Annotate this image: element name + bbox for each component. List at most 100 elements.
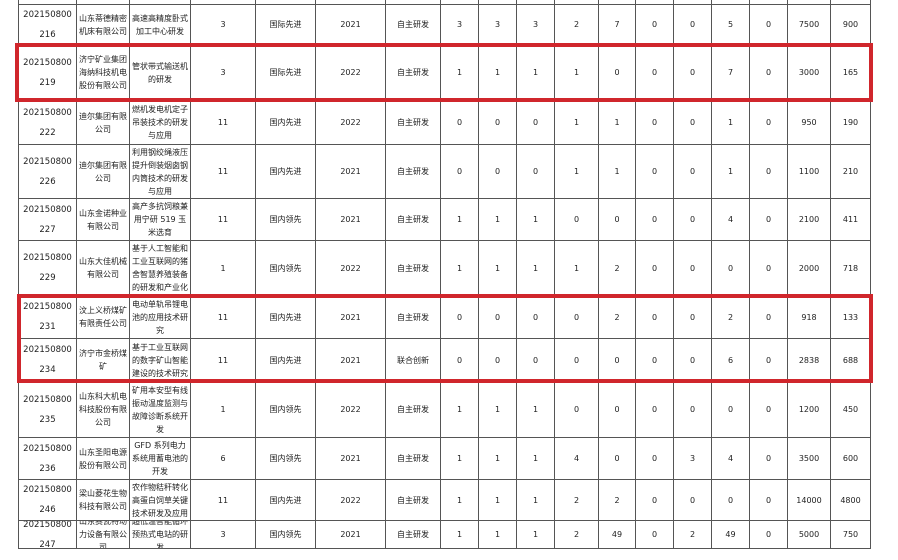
cell-value-5-text: 0 — [614, 355, 620, 365]
cell-method-text: 自主研发 — [397, 20, 429, 29]
cell-value-3-text: 1 — [532, 405, 539, 414]
cell-method-text: 自主研发 — [397, 263, 429, 273]
cell-value-5: 0 — [598, 198, 636, 241]
cell-value-2-text: 1 — [494, 215, 501, 224]
cell-value-4: 1 — [554, 240, 599, 296]
cell-level-text: 国际先进 — [269, 20, 302, 29]
cell-value-5: 2 — [598, 240, 636, 296]
cell-id: 202150800 234 — [18, 338, 77, 382]
cell-id: 202150800 222 — [18, 100, 77, 145]
cell-amount-a: 2000 — [787, 240, 831, 296]
cell-project-text: 基于工业互联网的数字矿山智能建设的技术研究 — [132, 342, 188, 378]
cell-level: 国内领先 — [255, 520, 316, 549]
cell-value-4-text: 2 — [573, 495, 580, 505]
cell-year: 2021 — [315, 198, 386, 241]
cell-count: 11 — [190, 100, 256, 145]
cell-amount-a: 5000 — [787, 520, 831, 549]
cell-year: 2021 — [315, 338, 386, 382]
cell-value-6: 0 — [635, 100, 674, 145]
cell-year: 2021 — [315, 295, 386, 339]
cell-level-text: 国内先进 — [269, 495, 302, 505]
cell-company-text: 山东科大机电科技股份有限公司 — [79, 392, 127, 427]
cell-value-3: 1 — [516, 381, 555, 438]
cell-id: 202150800 247 — [18, 520, 77, 549]
cell-project: 基于工业互联网的数字矿山智能建设的技术研究 — [129, 338, 191, 382]
cell-value-1: 1 — [440, 381, 479, 438]
cell-project-text: 管状带式输送机的研发 — [132, 61, 188, 84]
cell-amount-a-text — [788, 0, 830, 4]
cell-method: 自主研发 — [385, 240, 441, 296]
cell-year: 2021 — [315, 520, 386, 549]
cell-year-text: 2021 — [340, 454, 361, 463]
cell-amount-a: 950 — [787, 100, 831, 145]
cell-amount-b-text: 190 — [842, 118, 859, 127]
cell-level-text: 国内领先 — [269, 530, 302, 539]
cell-value-5: 0 — [598, 437, 636, 480]
cell-company-text — [77, 0, 129, 4]
cell-value-7: 0 — [673, 198, 712, 241]
cell-year: 2021 — [315, 144, 386, 199]
cell-value-4: 1 — [554, 144, 599, 199]
cell-amount-b-text: 210 — [842, 167, 859, 176]
table-row: 202150800 235 山东科大机电科技股份有限公司 矿用本安型有线振动温度监测与… — [18, 381, 871, 438]
cell-value-7-text: 0 — [689, 263, 696, 273]
cell-count-text: 11 — [217, 355, 229, 365]
cell-value-8: 1 — [711, 144, 750, 199]
cell-value-8: 49 — [711, 520, 750, 549]
cell-value-9: 0 — [749, 437, 788, 480]
cell-value-4-text — [555, 0, 598, 4]
table-row: 202150800 226 迪尔集团有限公司 利用钢绞绳液压提升倒装烟囱钢内筒技术的研… — [18, 144, 871, 199]
cell-value-6: 0 — [635, 4, 674, 45]
cell-value-4: 4 — [554, 437, 599, 480]
cell-id: 202150800 236 — [18, 437, 77, 480]
cell-value-3-text: 1 — [532, 68, 539, 77]
cell-company-text: 济宁市金桥煤矿 — [79, 349, 127, 371]
cell-value-5-text: 2 — [614, 495, 620, 505]
cell-year: 2021 — [315, 437, 386, 480]
cell-year: 2022 — [315, 479, 386, 521]
cell-value-3: 1 — [516, 44, 555, 101]
cell-value-4: 0 — [554, 381, 599, 438]
cell-value-4-text: 1 — [573, 167, 580, 176]
cell-level-text: 国内领先 — [269, 405, 302, 414]
cell-value-7: 0 — [673, 44, 712, 101]
cell-value-9: 0 — [749, 198, 788, 241]
cell-project-text: 燃机发电机定子吊装技术的研发与应用 — [132, 105, 188, 140]
cell-company-text: 山东圣阳电源股份有限公司 — [79, 447, 127, 470]
cell-value-2: 1 — [478, 381, 517, 438]
cell-value-9-text: 0 — [765, 118, 772, 127]
cell-value-8: 6 — [711, 338, 750, 382]
cell-value-1: 0 — [440, 295, 479, 339]
cell-project-text: 高产多抗饲粮兼用宁研 519 玉米选育 — [132, 202, 188, 237]
cell-company-text: 迪尔集团有限公司 — [79, 111, 127, 134]
cell-value-8-text: 7 — [727, 68, 734, 77]
cell-value-8: 4 — [711, 198, 750, 241]
cell-value-4-text: 4 — [573, 454, 580, 463]
cell-value-9: 0 — [749, 100, 788, 145]
cell-method: 自主研发 — [385, 144, 441, 199]
cell-count-text: 11 — [217, 312, 229, 322]
cell-value-1-text: 1 — [456, 68, 463, 77]
cell-company: 山东科大机电科技股份有限公司 — [76, 381, 130, 438]
cell-value-1: 1 — [440, 198, 479, 241]
table-row: 202150800 219 济宁矿业集团海纳科技机电股份有限公司 管状带式输送机的研发… — [18, 44, 871, 101]
cell-value-7: 0 — [673, 381, 712, 438]
cell-value-1-text: 1 — [456, 454, 463, 463]
cell-value-1: 1 — [440, 520, 479, 549]
cell-level-text: 国内领先 — [269, 263, 302, 273]
cell-value-3-text: 1 — [532, 263, 539, 273]
cell-value-2: 1 — [478, 240, 517, 296]
cell-value-1-text — [441, 0, 478, 4]
cell-count-text: 1 — [220, 405, 226, 414]
cell-amount-b: 210 — [830, 144, 871, 199]
cell-count: 11 — [190, 338, 256, 382]
cell-year-text: 2021 — [340, 530, 361, 539]
cell-year-text — [316, 0, 385, 4]
cell-value-6-text: 0 — [651, 68, 658, 77]
cell-method: 联合创新 — [385, 338, 441, 382]
cell-project-text: 高速高精度卧式加工中心研发 — [132, 13, 188, 36]
cell-value-8-text: 2 — [727, 312, 734, 322]
cell-year-text: 2022 — [340, 68, 361, 77]
cell-project-text: GFD 系列电力系统用蓄电池的开发 — [132, 441, 188, 476]
cell-value-6-text: 0 — [651, 355, 658, 365]
